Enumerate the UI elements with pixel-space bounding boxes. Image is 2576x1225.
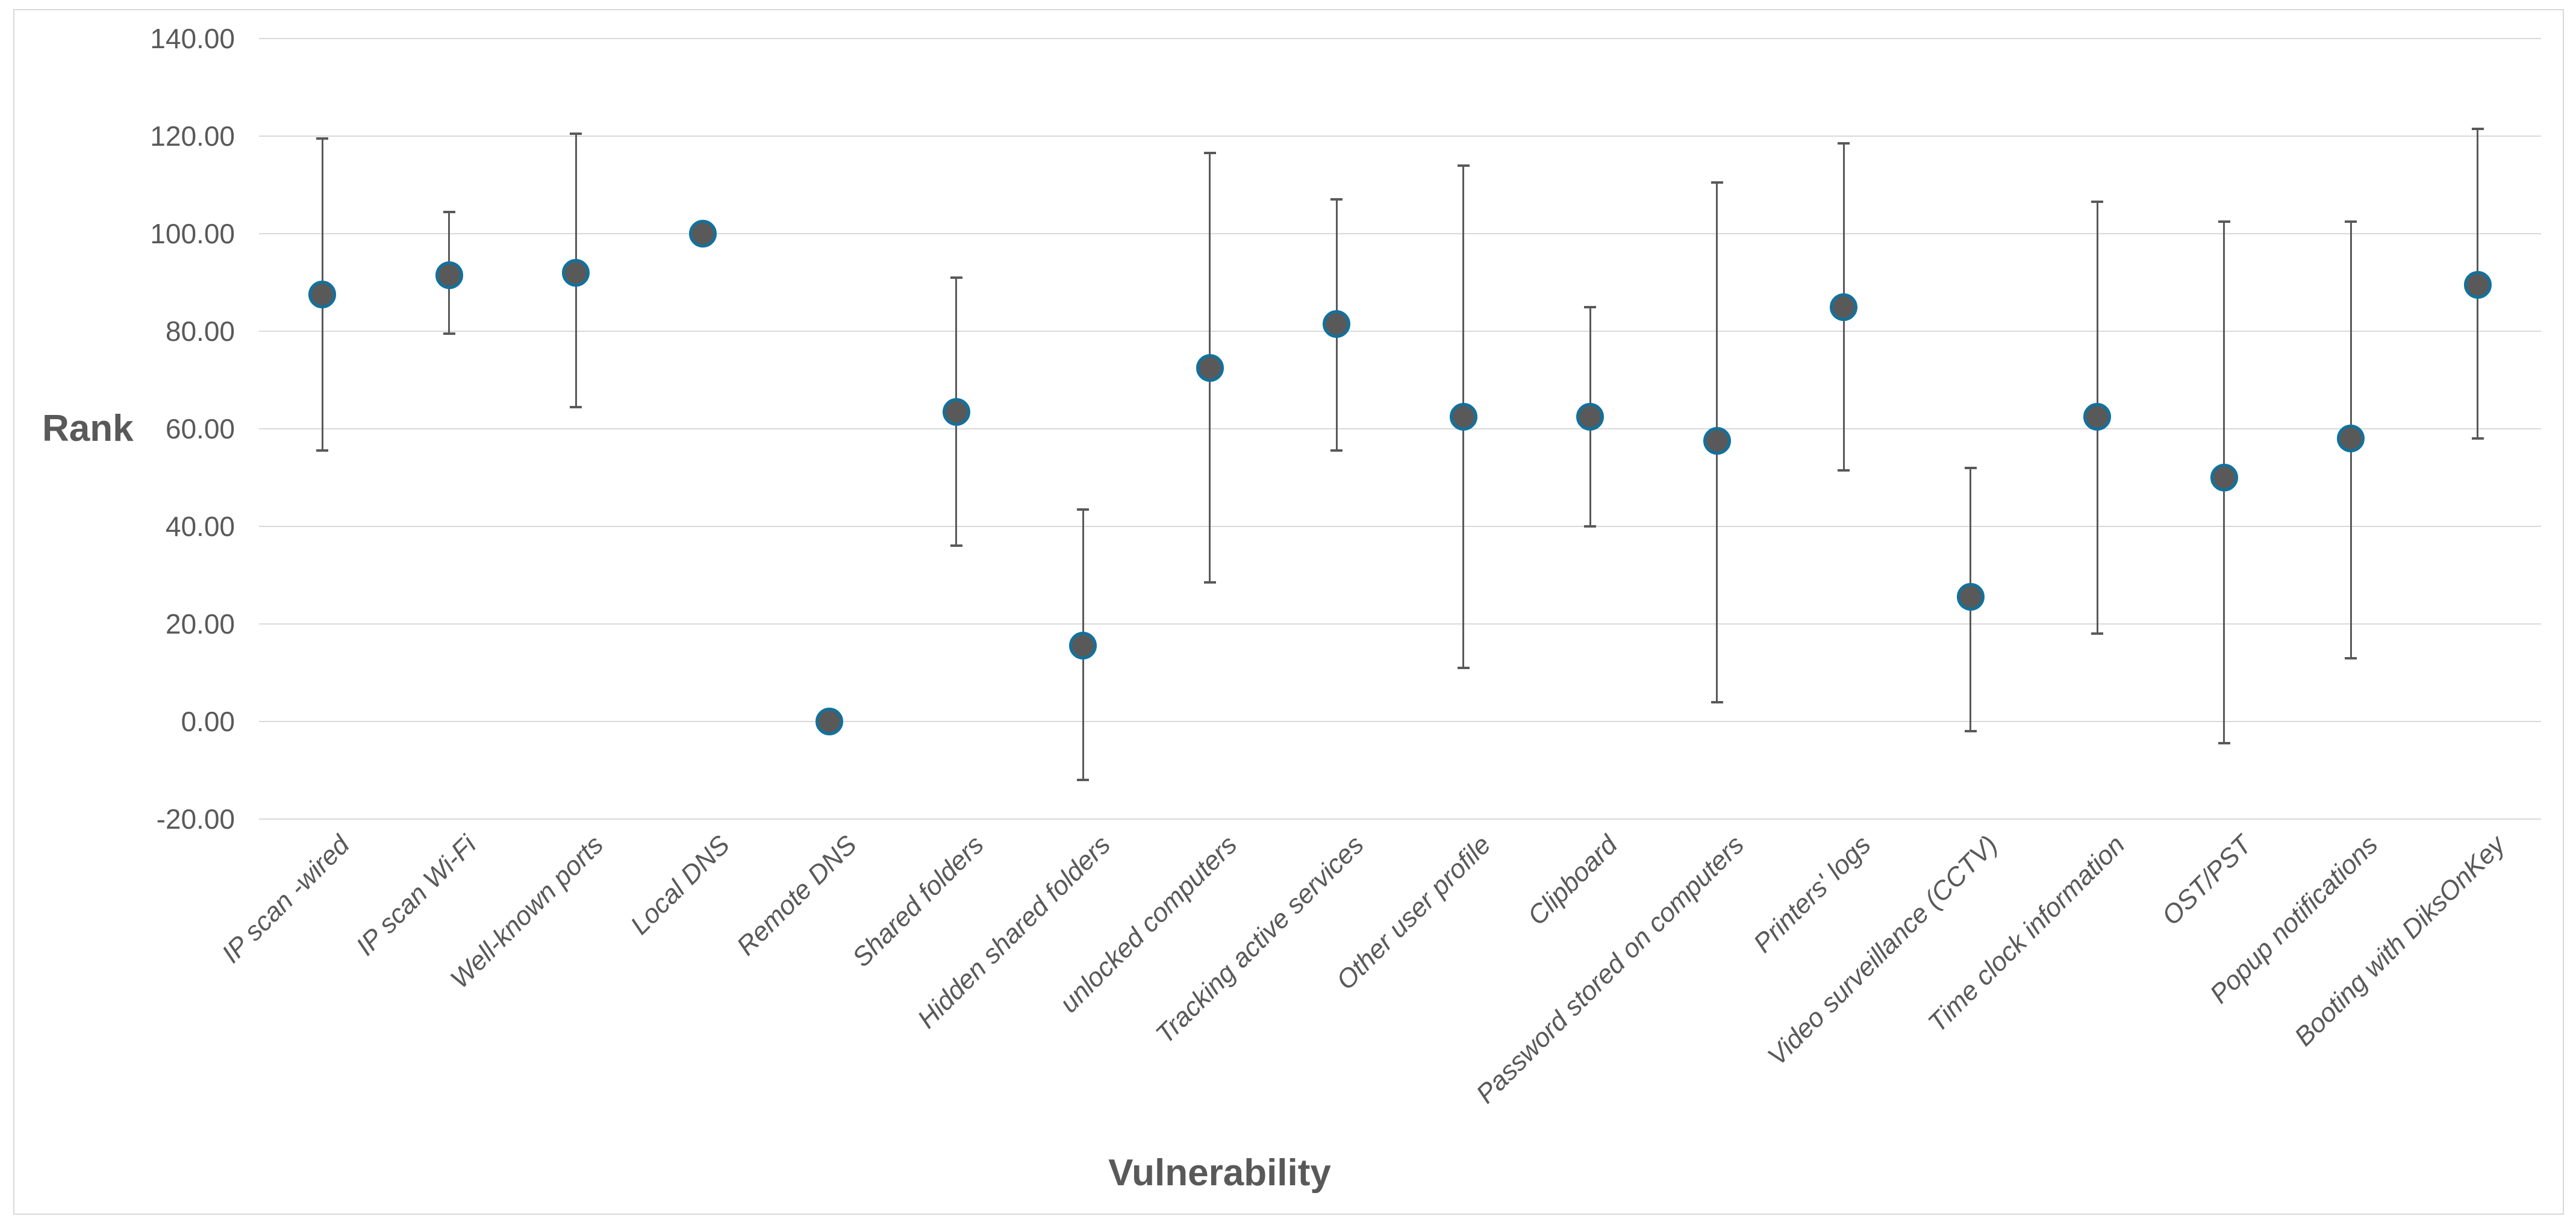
data-point-marker <box>2463 271 2492 299</box>
data-point-marker <box>435 261 463 289</box>
error-bar-cap <box>1203 152 1216 155</box>
gridline <box>259 233 2541 234</box>
y-tick-label: 0.00 <box>181 706 235 737</box>
error-bar-cap <box>1077 508 1090 511</box>
y-tick-label: 60.00 <box>165 413 235 444</box>
error-bar-cap <box>1584 305 1597 308</box>
error-bar-cap <box>2471 437 2484 440</box>
data-point-marker <box>2083 402 2112 431</box>
error-bar-cap <box>950 276 962 279</box>
error-bar-cap <box>1077 779 1090 782</box>
y-tick-label: 20.00 <box>165 608 235 640</box>
error-bar-cap <box>1838 142 1850 145</box>
gridline <box>259 818 2541 820</box>
y-tick-label: 100.00 <box>150 218 235 249</box>
y-tick-label: 120.00 <box>150 120 235 152</box>
data-point-marker <box>1196 354 1224 382</box>
data-point-marker <box>562 258 590 287</box>
error-bar-cap <box>950 544 962 547</box>
error-bar-cap <box>1203 581 1216 584</box>
data-point-marker <box>942 397 970 426</box>
gridline <box>259 136 2541 137</box>
error-bar-cap <box>1711 700 1723 703</box>
gridline <box>259 428 2541 429</box>
gridline <box>259 38 2541 39</box>
data-point-marker <box>1323 310 1351 338</box>
gridline <box>259 331 2541 332</box>
error-bar-cap <box>2471 127 2484 130</box>
data-point-marker <box>2210 464 2238 491</box>
error-bar-cap <box>1330 449 1343 452</box>
data-point-marker <box>816 708 844 735</box>
data-point-marker <box>1956 583 1985 611</box>
data-point-marker <box>1069 632 1097 660</box>
gridline <box>259 623 2541 625</box>
data-point-marker <box>2337 425 2365 453</box>
data-point-marker <box>1703 427 1731 455</box>
y-tick-label: 80.00 <box>165 316 235 347</box>
error-bar-cap <box>1457 164 1470 167</box>
y-axis-title: Rank <box>42 408 134 449</box>
error-bar-cap <box>1711 181 1723 184</box>
data-point-marker <box>1830 293 1858 321</box>
y-tick-label: 140.00 <box>150 23 235 54</box>
error-bar-cap <box>570 405 582 408</box>
error-bar-cap <box>1964 730 1977 733</box>
error-bar-cap <box>2091 201 2104 204</box>
error-bar-cap <box>443 332 455 335</box>
y-tick-label: -20.00 <box>156 803 235 835</box>
gridline <box>259 721 2541 722</box>
error-bar-cap <box>2091 632 2104 635</box>
error-bar-cap <box>2345 656 2357 659</box>
data-point-marker <box>688 220 717 248</box>
error-bar-cap <box>1584 525 1597 528</box>
error-bar-cap <box>1964 466 1977 469</box>
error-bar-cap <box>443 210 455 213</box>
data-point-marker <box>1449 402 1477 431</box>
error-bar-cap <box>570 132 582 135</box>
gridline <box>259 526 2541 527</box>
chart-frame <box>13 9 2564 1215</box>
x-axis-title: Vulnerability <box>1108 1152 1331 1194</box>
data-point-marker <box>308 281 337 309</box>
error-bar-cap <box>316 449 329 452</box>
error-bar-cap <box>1330 198 1343 201</box>
error-bar-cap <box>316 137 329 140</box>
error-bar-cap <box>1838 469 1850 472</box>
data-point-marker <box>1576 402 1605 431</box>
error-bar-cap <box>2218 220 2230 223</box>
error-bar-cap <box>2345 220 2357 223</box>
error-bar-cap <box>2218 742 2230 745</box>
y-tick-label: 40.00 <box>165 511 235 542</box>
error-bar-cap <box>1457 666 1470 669</box>
